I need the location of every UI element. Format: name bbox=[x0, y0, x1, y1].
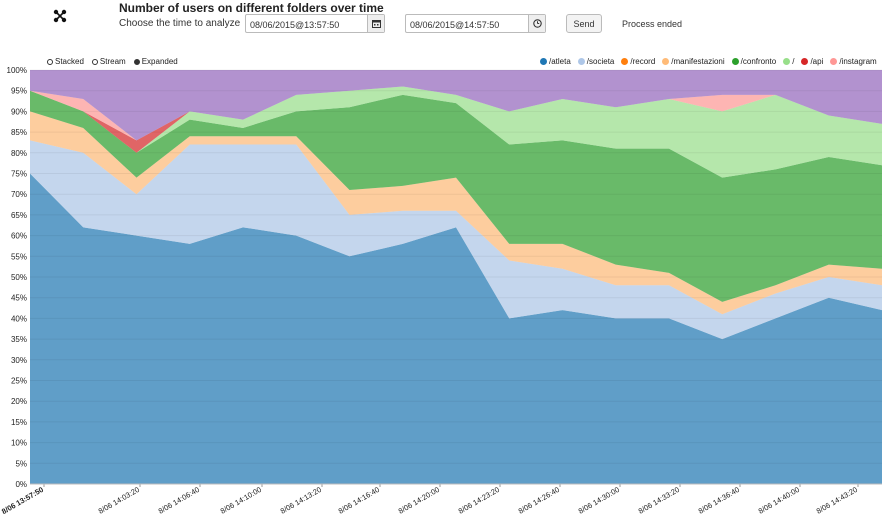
area-series-4 bbox=[30, 90, 882, 302]
x-tick-label: 8/06 14:20:00 bbox=[397, 485, 441, 514]
x-tick-label: 8/06 14:33:20 bbox=[637, 485, 681, 514]
y-tick-label: 60% bbox=[11, 232, 27, 241]
y-tick-label: 15% bbox=[11, 418, 27, 427]
legend-dot-icon bbox=[577, 58, 585, 65]
y-tick-label: 30% bbox=[11, 356, 27, 365]
y-tick-label: 25% bbox=[11, 377, 27, 386]
y-tick-label: 5% bbox=[15, 459, 27, 468]
x-tick-label: 8/06 14:16:40 bbox=[337, 485, 381, 514]
legend-label: /record bbox=[630, 57, 656, 66]
y-tick-label: 80% bbox=[11, 149, 27, 158]
legend-label: /societa bbox=[586, 57, 615, 66]
legend-item-0[interactable]: /atleta bbox=[540, 57, 571, 66]
mode-stream-label: Stream bbox=[99, 57, 126, 66]
y-tick-label: 50% bbox=[11, 273, 27, 282]
page-title: Number of users on different folders ove… bbox=[119, 1, 384, 15]
legend-dot-icon bbox=[830, 58, 838, 65]
legend-label: /instagram bbox=[839, 57, 877, 66]
mode-stacked-label: Stacked bbox=[55, 57, 84, 66]
x-tick-label: 8/06 14:13:20 bbox=[279, 485, 323, 514]
legend-item-1[interactable]: /societa bbox=[577, 57, 615, 66]
end-datetime-picker[interactable] bbox=[405, 14, 546, 34]
x-tick-label: 8/06 14:23:20 bbox=[457, 485, 501, 514]
legend-label: /api bbox=[810, 57, 824, 66]
y-tick-label: 90% bbox=[11, 107, 27, 116]
mode-expanded[interactable]: Expanded bbox=[133, 57, 178, 66]
start-datetime-picker[interactable] bbox=[245, 14, 385, 34]
send-button[interactable]: Send bbox=[566, 14, 602, 33]
mode-stacked[interactable]: Stacked bbox=[47, 57, 84, 66]
legend-item-6[interactable]: /api bbox=[801, 57, 823, 66]
area-series-5 bbox=[30, 86, 882, 178]
legend-label: /confronto bbox=[740, 57, 777, 66]
area-series-8 bbox=[30, 70, 882, 141]
legend-label: / bbox=[792, 57, 795, 66]
y-tick-label: 95% bbox=[11, 87, 27, 96]
legend-dot-icon bbox=[662, 58, 670, 65]
y-tick-label: 35% bbox=[11, 335, 27, 344]
end-datetime-input[interactable] bbox=[406, 16, 532, 34]
legend-item-4[interactable]: /confronto bbox=[731, 57, 777, 66]
y-tick-label: 55% bbox=[11, 252, 27, 261]
calendar-icon[interactable] bbox=[367, 15, 384, 32]
x-tick-label: 8/06 14:10:00 bbox=[219, 485, 263, 514]
clock-icon[interactable] bbox=[528, 15, 545, 32]
mode-stacked-radio-icon bbox=[47, 58, 53, 65]
x-tick-label: 8/06 14:36:40 bbox=[697, 485, 741, 514]
area-series-0 bbox=[30, 173, 882, 484]
app-logo-icon bbox=[52, 8, 68, 24]
y-tick-label: 70% bbox=[11, 190, 27, 199]
start-datetime-input[interactable] bbox=[246, 16, 372, 34]
legend-dot-icon bbox=[801, 58, 809, 65]
legend-dot-icon bbox=[731, 58, 739, 65]
x-tick-label: 8/06 14:06:40 bbox=[157, 485, 201, 514]
x-tick-label: 8/06 13:57:50 bbox=[0, 485, 45, 514]
legend-item-2[interactable]: /record bbox=[621, 57, 655, 66]
y-tick-label: 85% bbox=[11, 128, 27, 137]
y-tick-label: 75% bbox=[11, 170, 27, 179]
chart-mode-controls: Stacked Stream Expanded bbox=[47, 57, 178, 66]
process-status: Process ended bbox=[622, 19, 683, 29]
mode-expanded-label: Expanded bbox=[141, 57, 178, 66]
legend-label: /manifestazioni bbox=[671, 57, 725, 66]
x-tick-label: 8/06 14:43:20 bbox=[815, 485, 859, 514]
y-tick-label: 45% bbox=[11, 294, 27, 303]
stacked-area-chart: 0% 5% 10% 15% 20% 25% 30% 35% 40% 45% 50% 55% 60% 65%… bbox=[0, 66, 882, 514]
y-tick-label: 20% bbox=[11, 397, 27, 406]
mode-stream[interactable]: Stream bbox=[91, 57, 126, 66]
x-tick-label: 8/06 14:26:40 bbox=[517, 485, 561, 514]
legend-item-3[interactable]: /manifestazioni bbox=[662, 57, 725, 66]
time-prompt-label: Choose the time to analyze bbox=[119, 18, 241, 29]
area-series-1 bbox=[30, 140, 882, 340]
y-tick-label: 65% bbox=[11, 211, 27, 220]
x-tick-label: 8/06 14:30:00 bbox=[577, 485, 621, 514]
legend-item-5[interactable]: / bbox=[783, 57, 794, 66]
y-tick-label: 40% bbox=[11, 314, 27, 323]
y-tick-label: 10% bbox=[11, 439, 27, 448]
legend-dot-icon bbox=[621, 58, 629, 65]
mode-stream-radio-icon bbox=[91, 58, 98, 65]
y-tick-label: 100% bbox=[7, 66, 27, 75]
x-tick-label: 8/06 14:40:00 bbox=[757, 485, 801, 514]
legend-item-7[interactable]: /instagram bbox=[830, 57, 877, 66]
chart-legend: /atleta/societa/record/manifestazioni/co… bbox=[540, 57, 883, 66]
legend-label: /atleta bbox=[549, 57, 571, 66]
y-tick-label: 0% bbox=[15, 480, 27, 489]
legend-dot-icon bbox=[783, 58, 791, 65]
mode-expanded-radio-icon bbox=[133, 58, 140, 65]
legend-dot-icon bbox=[540, 58, 547, 65]
x-tick-label: 8/06 14:03:20 bbox=[97, 485, 141, 514]
